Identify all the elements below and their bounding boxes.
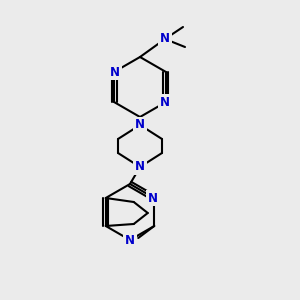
Text: N: N [148, 191, 158, 205]
Text: N: N [125, 233, 135, 247]
Text: N: N [135, 160, 145, 173]
Text: N: N [110, 65, 120, 79]
Text: N: N [135, 118, 145, 131]
Text: N: N [160, 95, 170, 109]
Text: N: N [160, 32, 170, 46]
